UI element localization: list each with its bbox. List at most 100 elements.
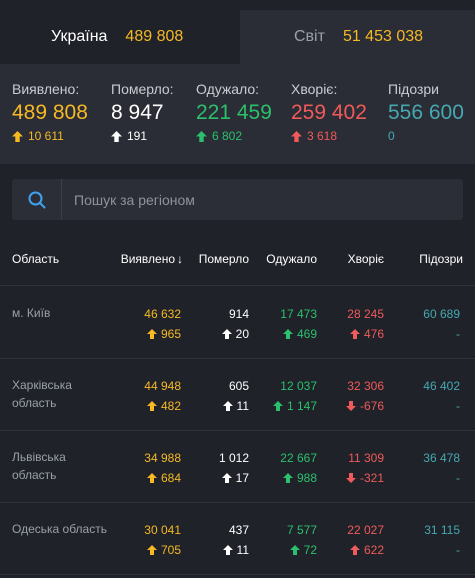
col-header-recovered[interactable]: Одужало [266,252,317,266]
cell-suspected-delta-text: - [456,543,460,557]
cell-deaths-delta-text: 20 [235,327,249,341]
arrow-down-icon [345,473,356,483]
stat-confirmed: Виявлено: 489 808 10 611 [12,80,88,144]
stat-sick-value: 259 402 [291,101,367,124]
col-header-suspected[interactable]: Підозри [419,252,463,266]
stat-deaths-delta: 191 [111,128,174,144]
region-name: Харківська область [12,378,72,410]
cell-confirmed-value: 34 988 [144,451,181,465]
search-icon-glyph [28,191,45,208]
divider [0,285,475,286]
cell-deaths: 437 11 [222,522,249,558]
arrow-up-icon [221,473,232,483]
cell-suspected-value: 46 402 [423,379,460,393]
cell-suspected: 60 689 - [423,306,460,342]
cell-sick-value: 22 027 [347,523,384,537]
search-input[interactable] [62,191,463,208]
region-search [12,179,463,220]
region-name: Львівська область [12,450,66,482]
col-header-deaths[interactable]: Померло [198,252,249,266]
region-name: м. Київ [12,306,51,320]
cell-suspected-value: 31 115 [424,523,460,537]
cell-suspected: 46 402 - [423,378,460,414]
stat-suspected-value: 556 600 [388,101,464,124]
arrow-up-icon [146,545,157,555]
cell-sick: 32 306 -676 [345,378,384,414]
cell-deaths: 914 20 [221,306,249,342]
cell-deaths: 605 11 [222,378,249,414]
stat-suspected: Підозри 556 600 0 [388,80,464,144]
arrow-up-icon [196,130,207,142]
arrow-up-icon [146,329,157,339]
divider [0,502,475,503]
cell-deaths-delta: 11 [222,398,249,414]
stat-sick-delta-text: 3 618 [307,129,338,143]
cell-recovered: 22 667 988 [280,450,317,486]
cell-recovered: 12 037 1 147 [272,378,317,414]
arrow-up-icon [291,130,302,142]
stat-deaths-delta-text: 191 [127,129,148,143]
stat-deaths: Померло: 8 947 191 [111,80,174,144]
table-row[interactable]: Харківська область 44 948 482 605 11 12 037 1 … [0,360,475,432]
cell-deaths-delta-text: 11 [236,399,249,413]
search-icon[interactable] [12,179,62,220]
tab-ukraine[interactable]: Україна 489 808 [0,10,240,64]
cell-confirmed-delta: 965 [144,326,181,342]
cell-sick-delta: 622 [347,542,384,558]
cell-recovered-delta-text: 988 [296,471,317,485]
cell-suspected-delta: - [423,470,460,486]
cell-deaths-delta: 20 [221,326,249,342]
table-row[interactable]: Одеська область 30 041 705 437 11 7 577 72 22 0… [0,504,475,576]
cell-recovered-delta: 1 147 [272,398,317,414]
cell-suspected-delta: - [424,542,460,558]
cell-sick: 28 245 476 [347,306,384,342]
cell-suspected: 36 478 - [423,450,460,486]
cell-confirmed-delta-text: 705 [160,543,181,557]
cell-confirmed-delta-text: 684 [160,471,181,485]
arrow-up-icon [349,545,360,555]
cell-recovered: 7 577 72 [287,522,317,558]
col-header-confirmed[interactable]: Виявлено ↓ [121,252,183,266]
stat-confirmed-value: 489 808 [12,101,88,124]
tab-ukraine-count: 489 808 [125,28,184,45]
table-row[interactable]: Львівська область 34 988 684 1 012 17 22 667 9… [0,432,475,504]
stat-recovered-label: Одужало: [196,81,260,97]
cell-deaths-delta-text: 11 [236,543,249,557]
cell-recovered-value: 17 473 [280,307,317,321]
arrow-up-icon [272,401,283,411]
cell-confirmed-delta-text: 965 [160,327,181,341]
col-header-sick[interactable]: Хворіє [347,252,384,266]
tab-world-label: Світ [294,28,325,45]
stat-suspected-label: Підозри [388,81,439,97]
cell-confirmed-delta: 684 [144,470,181,486]
stat-deaths-value: 8 947 [111,101,164,124]
divider [0,358,475,359]
cell-suspected-delta-text: - [456,471,460,485]
cell-confirmed: 30 041 705 [144,522,181,558]
cell-sick-delta-text: 476 [363,327,384,341]
cell-suspected: 31 115 - [424,522,460,558]
cell-deaths-value: 437 [228,523,249,537]
stat-sick-label: Хворіє: [291,81,338,97]
arrow-up-icon [12,130,23,142]
tab-world-count: 51 453 038 [342,28,424,45]
cell-confirmed: 44 948 482 [144,378,181,414]
col-header-region[interactable]: Область [12,252,60,266]
table-row[interactable]: м. Київ 46 632 965 914 20 17 473 469 28 245 476 6… [0,288,475,360]
cell-deaths-value: 605 [228,379,249,393]
cell-sick: 11 309 -321 [345,450,384,486]
cell-sick-delta: -676 [345,398,384,414]
region-name: Одеська область [12,522,107,536]
arrow-up-icon [222,545,233,555]
cell-suspected-delta: - [423,398,460,414]
cell-suspected-value: 36 478 [423,451,460,465]
arrow-up-icon [146,473,157,483]
col-header-confirmed-label: Виявлено [120,252,175,266]
stat-recovered: Одужало: 221 459 6 802 [196,80,272,144]
stat-recovered-value: 221 459 [196,101,272,124]
tab-ukraine-label: Україна [51,28,108,45]
cell-recovered-delta: 988 [280,470,317,486]
arrow-down-icon [345,401,356,411]
stat-suspected-delta: 0 [388,128,464,144]
tab-world[interactable]: Світ 51 453 038 [240,10,475,64]
